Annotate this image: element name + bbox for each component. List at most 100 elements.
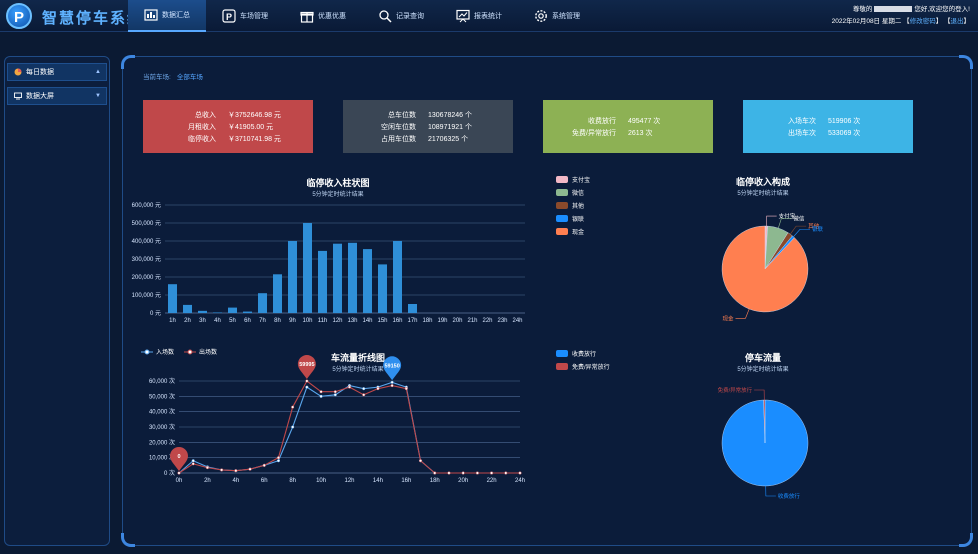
legend-line-swatch	[141, 349, 153, 354]
card-value: 130678246 个	[428, 111, 472, 119]
series-point	[291, 425, 295, 429]
greeting-prefix: 尊敬的	[852, 6, 873, 13]
bar	[393, 241, 402, 313]
y-tick-label: 50,000 次	[149, 392, 175, 400]
legend-swatch	[556, 363, 568, 370]
x-tick-label: 24h	[512, 318, 522, 324]
bar	[273, 274, 282, 313]
x-tick-label: 12h	[344, 478, 354, 484]
card-value: 533069 次	[828, 129, 861, 137]
marker-label: 59995	[299, 362, 314, 368]
legend-swatch	[556, 202, 568, 209]
line-chart-subtitle: 5分钟定时统计结果	[332, 367, 384, 373]
x-tick-label: 4h	[232, 478, 239, 484]
series-line	[178, 381, 520, 474]
tab-label: 车场管理	[240, 13, 268, 20]
x-tick-label: 6h	[244, 318, 251, 324]
line-chart-title: 车流量折线图	[330, 353, 385, 363]
sidebar-item-daily-data[interactable]: 每日数据 ▲	[7, 63, 107, 81]
bar	[378, 264, 387, 313]
chevron-down-icon: ▼	[95, 93, 101, 99]
legend-item[interactable]: 收费放行	[556, 347, 610, 360]
pie-slice	[721, 225, 809, 313]
y-tick-label: 20,000 次	[149, 438, 175, 446]
card-value: 519906 次	[828, 117, 861, 125]
card-value: 21706325 个	[428, 135, 469, 143]
legend-swatch	[556, 228, 568, 235]
series-point	[333, 390, 337, 394]
frame-corner	[959, 55, 973, 69]
sidebar-item-label: 数据大屏	[26, 93, 54, 100]
pie-leader-line	[765, 485, 776, 497]
legend-item[interactable]: 支付宝	[556, 173, 590, 186]
legend-item[interactable]: 现金	[556, 225, 590, 238]
x-tick-label: 6h	[261, 478, 268, 484]
marker-pin	[297, 355, 316, 380]
x-tick-label: 19h	[437, 318, 447, 324]
pie-slice-label: 收费放行	[778, 492, 801, 500]
breadcrumb-value[interactable]: 全部车场	[176, 74, 203, 81]
card-value: ￥3752646.98 元	[228, 111, 281, 119]
series-point	[390, 380, 394, 384]
bar-chart-subtitle: 5分钟定时统计结果	[312, 192, 364, 198]
series-point	[362, 393, 366, 397]
x-tick-label: 17h	[407, 318, 417, 324]
y-tick-label: 400,000 元	[132, 238, 161, 245]
tab-report[interactable]: 报表统计	[440, 0, 518, 32]
tab-record-query[interactable]: 记录查询	[362, 0, 440, 32]
series-point	[490, 471, 494, 475]
sidebar-item-big-screen[interactable]: 数据大屏 ▼	[7, 87, 107, 105]
x-tick-label: 10h	[302, 318, 312, 324]
pie-slice-label: 其他	[808, 222, 820, 230]
legend-item[interactable]: 入场数	[141, 347, 174, 356]
series-point	[347, 385, 352, 389]
change-password-link[interactable]: 修改密码	[909, 18, 936, 25]
pie-leader-line	[766, 215, 777, 227]
x-tick-label: 9h	[289, 318, 296, 324]
legend-item[interactable]: 银联	[556, 212, 590, 225]
tab-label: 系统管理	[552, 13, 580, 20]
series-point	[262, 463, 266, 467]
card-value: 495477 次	[628, 117, 661, 125]
bar	[258, 293, 267, 313]
income-pie-legend: 支付宝 微信 其他 银联 现金	[556, 173, 590, 238]
tab-discount[interactable]: 优惠优惠	[284, 0, 362, 32]
bar	[213, 312, 222, 313]
legend-item[interactable]: 免费/异常放行	[556, 360, 610, 373]
legend-label: 入场数	[156, 350, 175, 356]
greeting-suffix: 您好,欢迎您的登入!	[914, 6, 970, 13]
marker-label: 59150	[384, 363, 399, 369]
legend-item[interactable]: 出场数	[184, 347, 217, 356]
logout-link[interactable]: 退出	[950, 18, 964, 25]
series-point	[475, 471, 479, 475]
tab-label: 报表统计	[474, 13, 502, 20]
series-point	[234, 469, 238, 473]
pie-slice-label: 微信	[793, 215, 805, 223]
search-icon	[379, 10, 392, 23]
pie-leader-line	[754, 389, 765, 401]
sidebar-item-label: 每日数据	[26, 69, 54, 76]
tab-system-management[interactable]: 系统管理	[518, 0, 596, 32]
svg-text:P: P	[226, 12, 232, 22]
x-tick-label: 13h	[347, 318, 357, 324]
x-tick-label: 8h	[274, 318, 281, 324]
series-point	[305, 385, 309, 389]
tab-parking-management[interactable]: P 车场管理	[206, 0, 284, 32]
series-point	[291, 405, 295, 409]
y-tick-label: 600,000 元	[132, 202, 161, 209]
pie-leader-line	[790, 225, 807, 235]
pie-leader-line	[778, 218, 792, 229]
flow-pie-chart: 收费放行 免费/异常放行	[718, 386, 809, 500]
x-tick-label: 18h	[422, 318, 432, 324]
card-value: 108971921 个	[428, 123, 472, 131]
series-point	[461, 471, 465, 475]
legend-item[interactable]: 微信	[556, 186, 590, 199]
line-chart: 0 次 10,000 次 20,000 次 30,000 次 40,000 次 50,00…	[149, 355, 525, 484]
bar	[183, 304, 192, 313]
card-value: ￥41905.00 元	[228, 123, 274, 131]
tab-data-summary[interactable]: 数据汇总	[128, 0, 206, 32]
legend-item[interactable]: 其他	[556, 199, 590, 212]
x-tick-label: 4h	[214, 318, 221, 324]
series-point	[390, 384, 394, 388]
